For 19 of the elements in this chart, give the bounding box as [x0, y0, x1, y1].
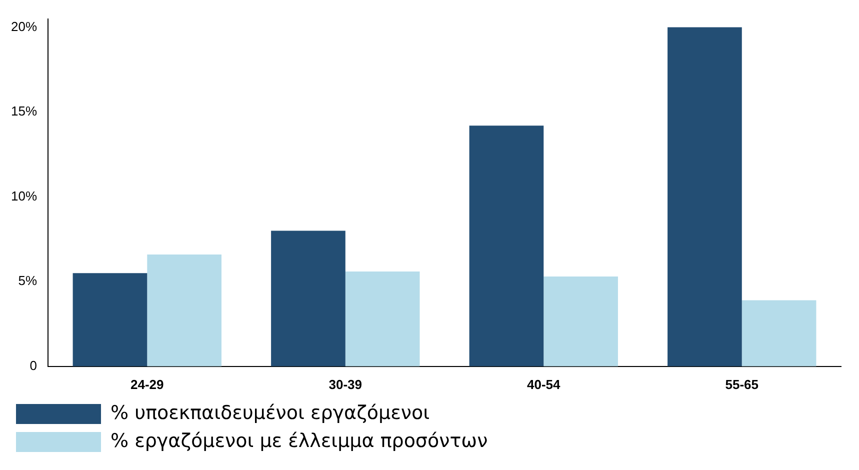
bar — [544, 276, 618, 366]
x-tick-label: 24-29 — [130, 376, 164, 392]
y-tick-label: 0 — [30, 358, 38, 373]
x-tick-label: 40-54 — [527, 376, 562, 392]
bar — [345, 271, 420, 366]
y-tick-label: 10% — [10, 188, 38, 204]
bar — [742, 300, 816, 366]
y-tick-label: 20% — [10, 18, 38, 34]
bar — [147, 254, 222, 366]
bar — [271, 230, 346, 366]
bar — [72, 273, 148, 366]
legend-label: % υποεκπαιδευμένοι εργαζόμενοι — [110, 402, 430, 424]
y-tick-label: 15% — [10, 104, 38, 119]
bar — [668, 27, 742, 366]
y-tick-label: 5% — [18, 273, 38, 288]
x-tick-label: 30-39 — [328, 376, 362, 392]
legend-label: % εργαζόμενοι με έλλειμμα προσόντων — [110, 430, 488, 452]
x-tick-label: 55-65 — [725, 376, 758, 392]
bar — [469, 126, 544, 366]
